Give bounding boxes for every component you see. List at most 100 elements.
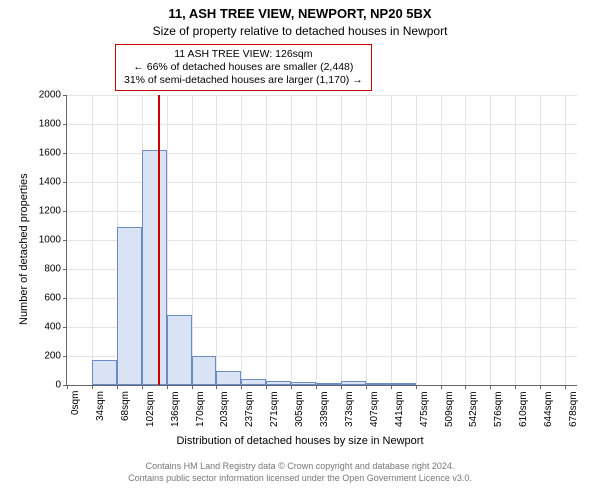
xtick-label: 0sqm	[70, 391, 81, 415]
ytick-mark	[63, 327, 67, 328]
xtick-label: 305sqm	[294, 391, 305, 427]
ytick-mark	[63, 124, 67, 125]
xtick-label: 542sqm	[468, 391, 479, 427]
ytick-label: 400	[44, 322, 61, 333]
histogram-bar	[117, 227, 142, 385]
ytick-label: 0	[55, 380, 61, 391]
gridline-v	[565, 95, 566, 385]
xtick-mark	[241, 385, 242, 389]
ytick-label: 1800	[39, 119, 61, 130]
xtick-label: 68sqm	[120, 391, 131, 421]
gridline-v	[540, 95, 541, 385]
xtick-mark	[490, 385, 491, 389]
histogram-bar	[142, 150, 167, 385]
histogram-bar	[266, 381, 291, 385]
ytick-label: 1600	[39, 148, 61, 159]
xtick-mark	[565, 385, 566, 389]
xtick-label: 509sqm	[444, 391, 455, 427]
x-axis-title: Distribution of detached houses by size …	[0, 435, 600, 447]
xtick-label: 373sqm	[344, 391, 355, 427]
xtick-label: 644sqm	[543, 391, 554, 427]
annotation-line-larger: 31% of semi-detached houses are larger (…	[124, 74, 363, 87]
gridline-v	[291, 95, 292, 385]
gridline-h	[67, 124, 577, 125]
histogram-bar	[391, 383, 416, 385]
gridline-v	[366, 95, 367, 385]
xtick-label: 237sqm	[244, 391, 255, 427]
plot-area: 02004006008001000120014001600180020000sq…	[66, 95, 577, 386]
xtick-mark	[216, 385, 217, 389]
histogram-bar	[241, 379, 266, 385]
y-axis-title: Number of detached properties	[18, 173, 30, 325]
ytick-label: 600	[44, 293, 61, 304]
xtick-mark	[441, 385, 442, 389]
xtick-label: 678sqm	[568, 391, 579, 427]
gridline-v	[192, 95, 193, 385]
xtick-mark	[316, 385, 317, 389]
gridline-h	[67, 95, 577, 96]
xtick-label: 34sqm	[95, 391, 106, 421]
property-annotation-box: 11 ASH TREE VIEW: 126sqm ← 66% of detach…	[115, 44, 372, 91]
ytick-mark	[63, 95, 67, 96]
histogram-bar	[366, 383, 391, 385]
chart-subtitle: Size of property relative to detached ho…	[0, 24, 600, 38]
histogram-plot: 02004006008001000120014001600180020000sq…	[66, 95, 576, 385]
histogram-bar	[92, 360, 117, 385]
xtick-mark	[515, 385, 516, 389]
gridline-v	[216, 95, 217, 385]
ytick-label: 800	[44, 264, 61, 275]
histogram-bar	[167, 315, 192, 385]
gridline-v	[92, 95, 93, 385]
gridline-v	[341, 95, 342, 385]
xtick-mark	[291, 385, 292, 389]
annotation-line-size: 11 ASH TREE VIEW: 126sqm	[124, 48, 363, 61]
ytick-label: 1400	[39, 177, 61, 188]
gridline-v	[515, 95, 516, 385]
ytick-label: 200	[44, 351, 61, 362]
gridline-v	[416, 95, 417, 385]
ytick-label: 2000	[39, 90, 61, 101]
xtick-mark	[366, 385, 367, 389]
xtick-label: 271sqm	[269, 391, 280, 427]
annotation-line-smaller: ← 66% of detached houses are smaller (2,…	[124, 61, 363, 74]
xtick-label: 441sqm	[394, 391, 405, 427]
xtick-label: 339sqm	[319, 391, 330, 427]
gridline-v	[465, 95, 466, 385]
histogram-bar	[216, 371, 241, 386]
xtick-label: 576sqm	[493, 391, 504, 427]
chart-address-title: 11, ASH TREE VIEW, NEWPORT, NP20 5BX	[0, 6, 600, 21]
xtick-mark	[117, 385, 118, 389]
xtick-mark	[266, 385, 267, 389]
ytick-label: 1200	[39, 206, 61, 217]
xtick-mark	[67, 385, 68, 389]
xtick-mark	[167, 385, 168, 389]
ytick-mark	[63, 153, 67, 154]
xtick-label: 102sqm	[145, 391, 156, 427]
footer-line-2: Contains public sector information licen…	[0, 473, 600, 485]
xtick-label: 475sqm	[419, 391, 430, 427]
ytick-mark	[63, 298, 67, 299]
xtick-mark	[391, 385, 392, 389]
footer-line-1: Contains HM Land Registry data © Crown c…	[0, 461, 600, 473]
ytick-label: 1000	[39, 235, 61, 246]
gridline-v	[441, 95, 442, 385]
xtick-mark	[540, 385, 541, 389]
histogram-bar	[341, 381, 366, 385]
xtick-mark	[416, 385, 417, 389]
gridline-v	[266, 95, 267, 385]
gridline-v	[316, 95, 317, 385]
ytick-mark	[63, 356, 67, 357]
xtick-label: 170sqm	[195, 391, 206, 427]
xtick-label: 203sqm	[219, 391, 230, 427]
xtick-mark	[92, 385, 93, 389]
chart-footer: Contains HM Land Registry data © Crown c…	[0, 461, 600, 484]
ytick-mark	[63, 269, 67, 270]
histogram-bar	[192, 356, 216, 385]
xtick-mark	[142, 385, 143, 389]
gridline-v	[490, 95, 491, 385]
gridline-v	[241, 95, 242, 385]
histogram-bar	[316, 383, 341, 385]
xtick-mark	[192, 385, 193, 389]
xtick-label: 610sqm	[518, 391, 529, 427]
xtick-mark	[465, 385, 466, 389]
